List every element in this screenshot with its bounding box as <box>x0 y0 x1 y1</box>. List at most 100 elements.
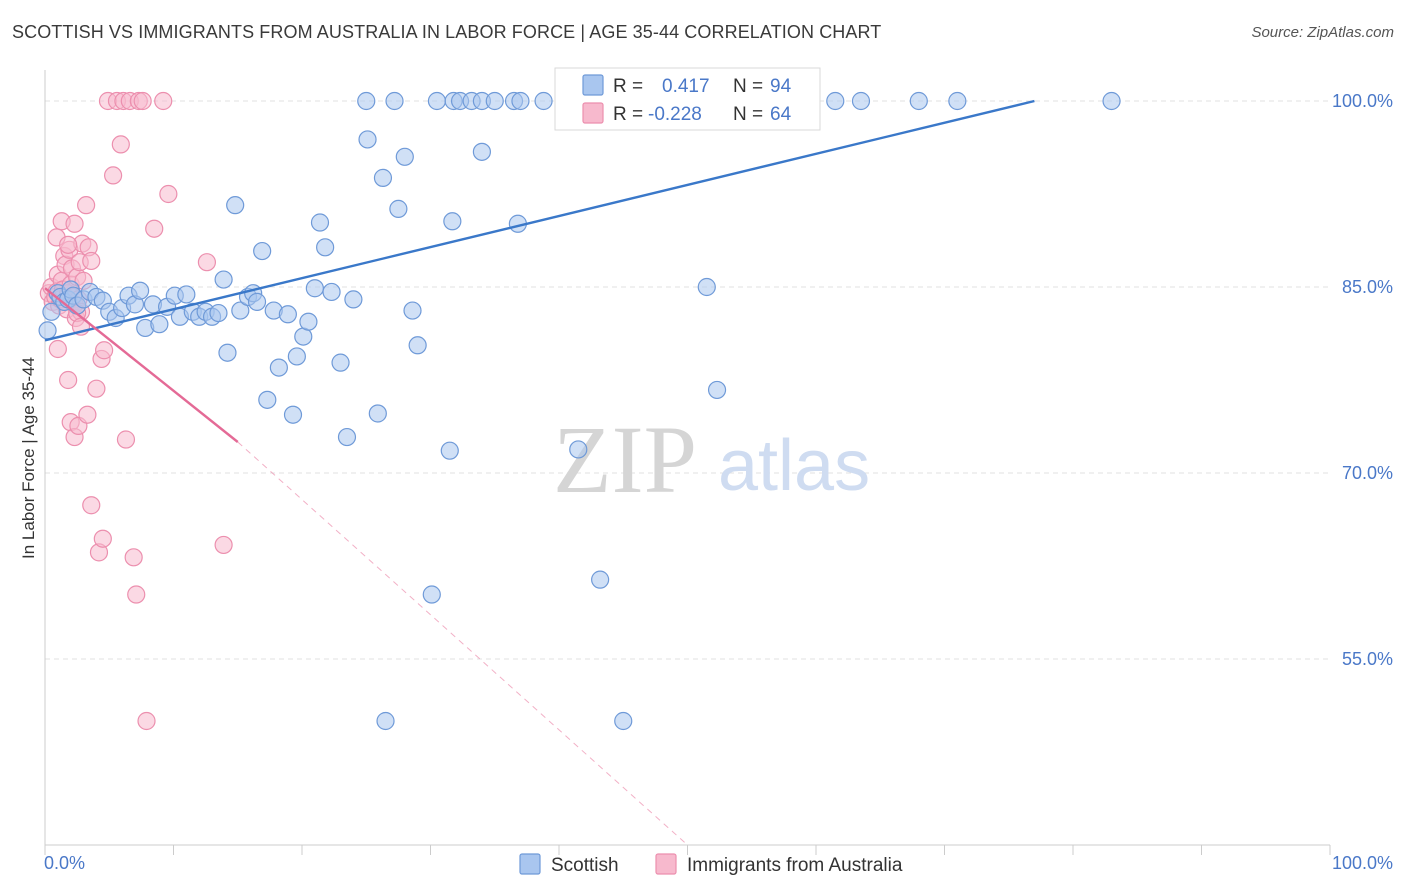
scottish-point-94 <box>948 91 967 111</box>
scottish-point-81 <box>511 91 530 111</box>
scottish-point-54 <box>358 130 377 149</box>
scottish-point-18 <box>130 281 150 300</box>
legend-n-value-scottish: 94 <box>770 76 792 97</box>
y-tick-label-2: 85.0% <box>1342 277 1393 297</box>
scottish-point-1 <box>42 302 61 321</box>
chart-source: Source: ZipAtlas.com <box>1251 24 1394 41</box>
scottish-point-63 <box>443 212 462 231</box>
scottish-point-79 <box>485 91 504 111</box>
scottish-point-67 <box>591 570 610 589</box>
scottish-point-37 <box>247 292 267 311</box>
australia-point-46 <box>95 341 114 360</box>
australia-point-45 <box>93 529 112 548</box>
legend-swatch-australia <box>582 102 604 124</box>
scottish-point-46 <box>299 312 318 331</box>
scottish-point-48 <box>310 213 330 232</box>
bottom-legend-swatch-australia <box>655 853 677 875</box>
scottish-point-71 <box>376 711 395 731</box>
series-legend: Scottish Immigrants from Australia <box>519 853 903 876</box>
australia-point-28 <box>59 235 78 254</box>
scottish-point-91 <box>826 91 845 111</box>
scottish-point-52 <box>337 427 357 447</box>
australia-point-48 <box>104 166 123 185</box>
bottom-legend-swatch-scottish <box>519 853 541 875</box>
bottom-legend-label-australia: Immigrants from Australia <box>687 855 903 876</box>
scottish-point-39 <box>258 390 277 409</box>
australia-point-54 <box>124 548 143 567</box>
trend-lines <box>44 99 1035 846</box>
legend-r-value-scottish: 0.417 <box>662 76 710 97</box>
scottish-point-69 <box>697 277 716 297</box>
scottish-point-92 <box>851 91 871 111</box>
y-tick-labels: 55.0% 70.0% 85.0% 100.0% <box>1332 91 1393 669</box>
australia-points <box>39 91 233 731</box>
australia-trend-line <box>44 287 239 443</box>
scottish-point-62 <box>440 441 459 460</box>
scottish-point-82 <box>534 91 553 111</box>
scottish-point-93 <box>909 91 928 111</box>
scottish-point-64 <box>472 142 491 161</box>
x-tick-label-max: 100.0% <box>1332 853 1393 873</box>
scottish-point-68 <box>614 711 633 731</box>
legend-r-label-australia: R = <box>613 104 643 125</box>
y-tick-label-1: 70.0% <box>1342 463 1393 483</box>
watermark-atlas: atlas <box>718 426 870 506</box>
scottish-points <box>38 91 1121 731</box>
scottish-point-21 <box>150 315 169 334</box>
australia-point-41 <box>82 496 101 515</box>
scottish-point-31 <box>214 270 233 289</box>
scottish-point-60 <box>408 336 427 355</box>
scottish-point-49 <box>316 238 335 257</box>
australia-trend-extension <box>237 441 688 846</box>
watermark: ZIP atlas <box>553 406 870 513</box>
scottish-point-57 <box>389 199 408 218</box>
legend-r-label-scottish: R = <box>613 76 643 97</box>
scottish-trend-line <box>44 99 1035 342</box>
legend-n-label-australia: N = <box>733 104 763 125</box>
scottish-point-43 <box>283 405 303 424</box>
scottish-point-56 <box>373 168 393 187</box>
scottish-point-73 <box>385 91 404 111</box>
x-tick-label-min: 0.0% <box>44 853 85 873</box>
y-tick-label-0: 55.0% <box>1342 649 1393 669</box>
scottish-point-72 <box>357 91 376 111</box>
australia-point-57 <box>133 91 152 111</box>
australia-point-42 <box>87 379 106 398</box>
scottish-point-33 <box>226 196 245 215</box>
legend-r-value-australia: -0.228 <box>648 104 702 125</box>
australia-point-55 <box>127 585 146 604</box>
scottish-point-66 <box>569 440 588 459</box>
scottish-point-32 <box>218 343 237 362</box>
scottish-point-74 <box>427 91 447 111</box>
axes <box>44 70 1331 855</box>
scottish-point-38 <box>253 241 272 261</box>
australia-point-40 <box>78 405 97 424</box>
scottish-point-44 <box>287 347 306 366</box>
australia-point-35 <box>48 339 67 359</box>
watermark-zip: ZIP <box>553 406 697 513</box>
scottish-point-61 <box>422 585 441 604</box>
chart-title: SCOTTISH VS IMMIGRANTS FROM AUSTRALIA IN… <box>12 22 882 42</box>
y-tick-label-3: 100.0% <box>1332 91 1393 111</box>
australia-point-29 <box>65 214 84 233</box>
scottish-point-58 <box>395 147 414 166</box>
scottish-point-95 <box>1102 91 1121 111</box>
legend-n-value-australia: 64 <box>770 104 792 125</box>
australia-point-59 <box>145 219 164 238</box>
scottish-point-41 <box>269 358 288 377</box>
australia-point-34 <box>82 251 101 271</box>
scottish-point-25 <box>177 285 196 304</box>
scottish-point-53 <box>344 290 363 309</box>
australia-point-63 <box>214 535 233 555</box>
bottom-legend-label-scottish: Scottish <box>551 855 619 876</box>
australia-point-61 <box>159 184 178 204</box>
scottish-point-47 <box>305 279 324 298</box>
australia-point-50 <box>111 135 130 154</box>
scottish-point-0 <box>38 321 57 340</box>
australia-point-62 <box>197 253 217 272</box>
scottish-point-51 <box>331 353 350 372</box>
australia-point-52 <box>116 430 136 449</box>
scottish-point-70 <box>707 380 727 400</box>
australia-point-36 <box>59 370 78 390</box>
